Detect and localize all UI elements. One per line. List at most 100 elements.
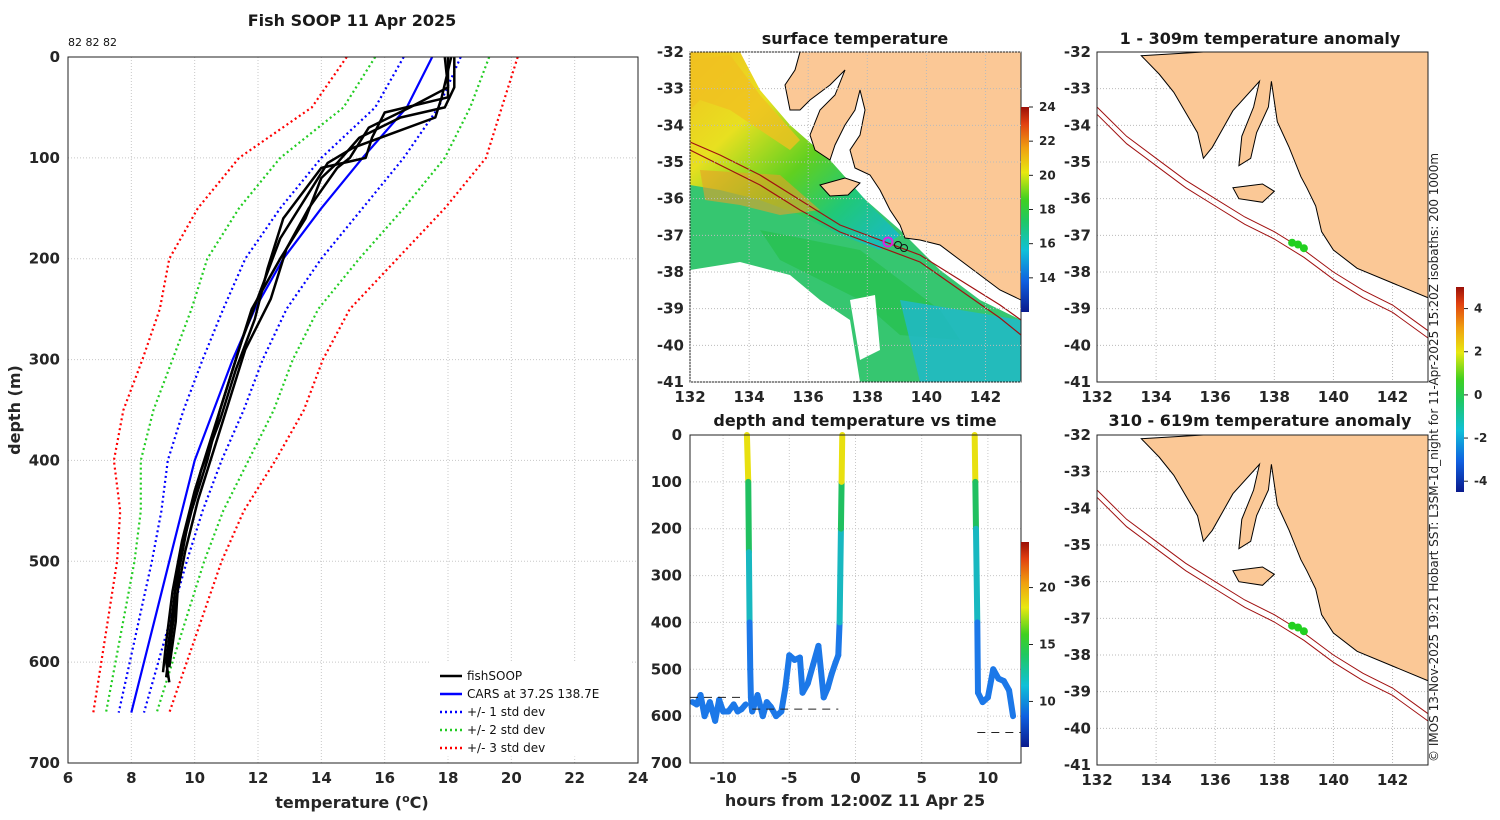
anomaly-map-frame xyxy=(1096,434,1429,766)
depth-time-segment xyxy=(778,685,789,715)
anomaly-map-shallow-title: 1 - 309m temperature anomaly xyxy=(1120,29,1401,48)
profile-x-tick-label: 12 xyxy=(248,769,269,787)
sst-map: surface temperature 132 134 136 138 14 xyxy=(657,29,1056,406)
std-dev-2-line xyxy=(155,56,491,713)
profile-x-tick-label: 18 xyxy=(438,769,459,787)
anomaly-map-frame xyxy=(1096,51,1429,383)
depth-time-series xyxy=(689,432,1021,734)
imos-credit-note: © IMOS 13-Nov-2025 19:21 Hobart SST: L3S… xyxy=(1427,153,1441,762)
map-y-tick-label: -41 xyxy=(657,373,684,391)
colorbar-tick-label: 20 xyxy=(1039,168,1056,182)
depth-time-segment xyxy=(838,432,846,485)
depth-time-segment xyxy=(796,654,806,696)
fishsoop-profile-line xyxy=(168,57,450,668)
fishsoop-profile-line xyxy=(164,57,456,683)
anomaly-vessel-point xyxy=(1299,244,1308,253)
map-x-tick-label: 138 xyxy=(1259,771,1290,789)
map-y-tick-label: -37 xyxy=(657,226,684,244)
map-y-tick-label: -40 xyxy=(657,336,684,354)
kangaroo-island xyxy=(819,177,861,197)
fishsoop-profile-line xyxy=(164,56,450,678)
profile-lines xyxy=(92,56,519,713)
depth-time-xlabel: hours from 12:00Z 11 Apr 25 xyxy=(725,791,985,810)
std-dev-3-line xyxy=(168,56,519,713)
map-y-tick-label: -35 xyxy=(657,153,684,171)
profile-chart: Fish SOOP 11 Apr 2025 82 82 82 6 8 10 12 14 1… xyxy=(5,11,648,812)
depth-time-y-tick-label: 400 xyxy=(651,613,682,631)
profile-y-tick-label: 500 xyxy=(29,552,60,570)
sst-map-title: surface temperature xyxy=(762,29,949,48)
map-x-tick-label: 132 xyxy=(674,388,705,406)
depth-time-x-tick-label: 10 xyxy=(977,769,998,787)
legend-label: +/- 3 std dev xyxy=(467,741,545,755)
depth-time-y-tick-label: 600 xyxy=(651,707,682,725)
depth-time-segment xyxy=(974,619,981,696)
depth-time-title: depth and temperature vs time xyxy=(713,411,996,430)
colorbar-tick-label: 0 xyxy=(1474,388,1482,402)
colorbar-tick-label: 16 xyxy=(1039,237,1056,251)
map-y-tick-label: -41 xyxy=(1064,756,1091,774)
sst-vessel-track-point xyxy=(900,244,908,252)
map-x-tick-label: 142 xyxy=(1377,771,1408,789)
map-x-tick-label: 134 xyxy=(1140,771,1171,789)
legend-label: fishSOOP xyxy=(467,669,522,683)
depth-time-x-tick-label: -10 xyxy=(710,769,737,787)
map-y-tick-label: -35 xyxy=(1064,153,1091,171)
depth-time-x-tick-label: 5 xyxy=(916,769,926,787)
map-y-tick-label: -38 xyxy=(1064,263,1091,281)
colorbar-tick-label: 22 xyxy=(1039,134,1056,148)
legend-box xyxy=(429,661,631,757)
depth-time-segment xyxy=(837,525,844,579)
anomaly-isobath xyxy=(1096,113,1429,339)
profile-y-tick-label: 0 xyxy=(50,48,60,66)
profile-chart-title: Fish SOOP 11 Apr 2025 xyxy=(248,11,457,30)
profile-x-tick-label: 10 xyxy=(184,769,205,787)
anomaly-isobath xyxy=(1096,106,1429,332)
anomaly-map-deep-title: 310 - 619m temperature anomaly xyxy=(1109,411,1412,430)
depth-time-segment xyxy=(973,572,981,626)
profile-y-tick-label: 300 xyxy=(29,351,60,369)
map-y-tick-label: -34 xyxy=(657,116,684,134)
profile-ticks: 6 8 10 12 14 16 18 20 22 24 0 100 200 300 400 500 600 700 xyxy=(29,48,649,787)
depth-time-segment xyxy=(743,432,752,485)
map-y-tick-label: -33 xyxy=(1064,80,1091,98)
map-y-tick-label: -37 xyxy=(1064,609,1091,627)
map-y-tick-label: -36 xyxy=(1064,190,1091,208)
profile-x-tick-label: 20 xyxy=(501,769,522,787)
map-y-tick-label: -40 xyxy=(1064,336,1091,354)
sst-isobath-1000 xyxy=(690,149,1021,336)
depth-time-colorbar xyxy=(1021,542,1029,747)
std-dev-1-line xyxy=(142,56,462,713)
anomaly-vessel-point xyxy=(1294,623,1302,632)
sst-isobath-200 xyxy=(690,141,1021,321)
anomaly-isobath xyxy=(1096,489,1429,715)
anomaly-vessel-point xyxy=(1299,627,1308,636)
depth-time-x-tick-label: -5 xyxy=(781,769,798,787)
anomaly-land xyxy=(1140,51,1429,299)
depth-time-y-tick-label: 200 xyxy=(651,520,682,538)
map-y-tick-label: -39 xyxy=(1064,300,1091,318)
profile-x-tick-label: 8 xyxy=(126,769,136,787)
anomaly-vessel-point xyxy=(1294,240,1302,249)
depth-time-chart: depth and temperature vs time -10 -5 0 5 100… xyxy=(651,411,1056,810)
map-x-tick-label: 136 xyxy=(793,388,824,406)
map-x-tick-label: 140 xyxy=(911,388,942,406)
anomaly-colorbar-ticks: -4 -2 0 2 4 xyxy=(1464,302,1487,488)
map-y-tick-label: -32 xyxy=(1064,426,1091,444)
cars-climatology-line xyxy=(130,56,434,713)
sst-land xyxy=(784,52,1021,301)
depth-time-segment xyxy=(971,432,979,485)
anomaly-colorbar xyxy=(1456,287,1464,492)
legend-label: +/- 1 std dev xyxy=(467,705,545,719)
profile-x-tick-label: 22 xyxy=(564,769,585,787)
std-dev-3-line xyxy=(92,56,348,713)
map-y-tick-label: -37 xyxy=(1064,226,1091,244)
colorbar-tick-label: 10 xyxy=(1039,694,1056,708)
map-y-tick-label: -38 xyxy=(657,263,684,281)
profile-chart-subtitle: 82 82 82 xyxy=(68,36,117,49)
map-y-tick-label: -33 xyxy=(657,80,684,98)
profile-y-tick-label: 600 xyxy=(29,653,60,671)
sst-colorbar-ticks: 14 16 18 20 22 24 xyxy=(1029,100,1056,285)
map-y-tick-label: -41 xyxy=(1064,373,1091,391)
